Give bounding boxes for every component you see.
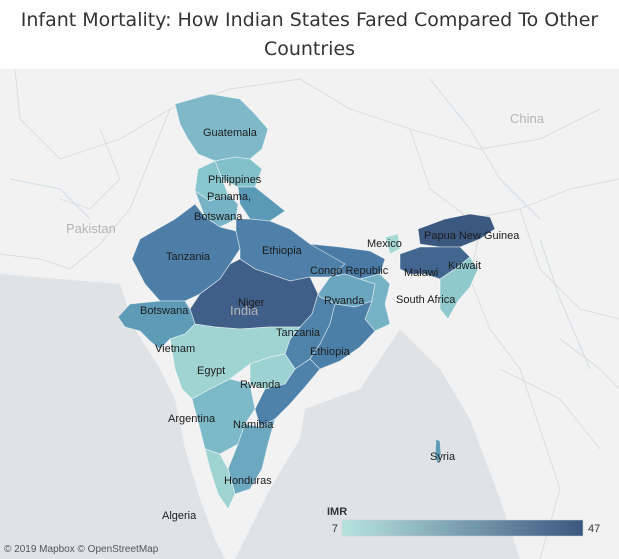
label-telangana: Egypt [197,365,225,377]
state-andhra-pradesh[interactable] [254,358,321,428]
label-kerala: Honduras [224,475,272,487]
label-madhya-pradesh: Niger [238,297,265,309]
legend-gradient-bar [341,519,584,537]
map-attribution[interactable]: © 2019 Mapbox © OpenStreetMap [4,544,159,555]
color-legend: IMR 7 47 [327,506,600,537]
state-andaman[interactable] [434,438,442,466]
map-title: Infant Mortality: How Indian States Fare… [20,9,599,60]
label-karnataka: Argentina [168,413,216,425]
country-label-china: China [510,111,545,126]
label-goa-region: Algeria [162,510,197,522]
legend-title: IMR [327,506,347,518]
label-northeast: Kuwait [448,260,481,272]
label-punjab: Panama, [207,191,251,203]
rivers [9,78,591,370]
label-arunachal: Papua New Guinea [424,230,520,242]
label-maharashtra: Vietnam [155,343,195,355]
label-andhra-pradesh: Rwanda [240,379,281,391]
label-tamil-nadu: Namibia [233,419,274,431]
state-uttar-pradesh[interactable] [235,218,346,282]
india-states[interactable] [117,93,496,510]
state-sikkim[interactable] [384,233,401,255]
bay-of-bengal [235,329,520,559]
state-uttarakhand[interactable] [237,186,286,222]
state-kerala[interactable] [204,448,236,510]
state-arunachal[interactable] [417,213,496,248]
state-northeast[interactable] [439,256,479,320]
state-himachal[interactable] [214,156,263,188]
label-jammu-kashmir: Guatemala [203,127,258,139]
legend-max: 47 [588,523,600,535]
country-label-pakistan: Pakistan [66,221,116,236]
legend-min: 7 [332,523,338,535]
label-chhattisgarh: Tanzania [276,327,321,339]
label-west-bengal: South Africa [396,294,456,306]
label-andaman: Syria [430,451,456,463]
state-west-bengal[interactable] [358,273,391,332]
label-uttar-pradesh: Ethiopia [262,245,303,257]
map-canvas[interactable]: China Pakistan India Guatemala Philippin… [0,69,619,559]
label-gujarat: Botswana [140,305,189,317]
label-assam: Malawi [404,267,438,279]
label-himachal: Philippines [208,174,262,186]
choropleth-svg[interactable]: China Pakistan India Guatemala Philippin… [0,69,619,559]
state-labels: Guatemala Philippines Panama, Botswana E… [140,127,520,522]
label-sikkim: Mexico [367,238,402,250]
label-haryana: Botswana [194,211,243,223]
international-borders [0,69,619,559]
label-jharkhand: Rwanda [324,295,365,307]
label-bihar: Congo Republic [310,265,389,277]
label-odisha: Ethiopia [310,346,351,358]
label-rajasthan: Tanzania [166,251,211,263]
sea-area [0,274,225,559]
country-label-india: India [230,303,259,318]
state-odisha[interactable] [309,300,376,370]
